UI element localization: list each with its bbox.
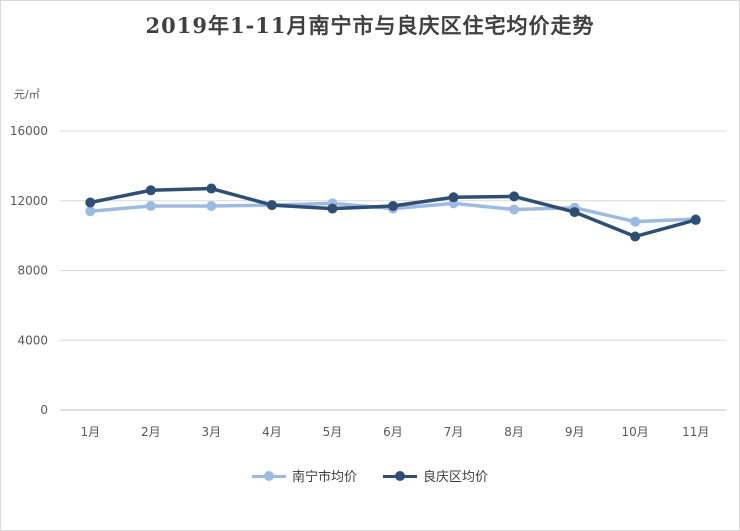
legend-label-liangqing: 良庆区均价 <box>423 470 489 485</box>
series-1 <box>85 183 701 242</box>
y-tick-label: 0 <box>40 403 48 417</box>
y-tick-label: 16000 <box>10 124 48 138</box>
y-tick-label: 4000 <box>17 333 48 347</box>
data-point <box>630 216 641 227</box>
legend-label-nanning: 南宁市均价 <box>291 470 357 485</box>
x-tick-label: 7月 <box>444 425 464 439</box>
legend: 南宁市均价 良庆区均价 <box>0 466 740 485</box>
x-tick-label: 5月 <box>323 425 343 439</box>
x-tick-label: 6月 <box>383 425 403 439</box>
data-point <box>266 200 277 211</box>
data-point <box>206 183 217 194</box>
legend-item-liangqing: 良庆区均价 <box>383 466 488 485</box>
data-point <box>145 185 156 196</box>
x-tick-label: 1月 <box>80 425 100 439</box>
y-tick-label: 12000 <box>10 194 48 208</box>
x-tick-label: 3月 <box>202 425 222 439</box>
data-point <box>630 231 641 242</box>
y-axis-ticks: 0 4000 8000 12000 16000 <box>10 124 48 417</box>
gridlines <box>60 130 726 411</box>
y-tick-label: 8000 <box>17 264 48 278</box>
y-axis-unit-label: 元/㎡ <box>14 88 40 101</box>
data-point <box>85 197 96 208</box>
x-axis-ticks: 1月 2月 3月 4月 5月 6月 7月 8月 9月 10月 11月 <box>80 425 709 439</box>
x-tick-label: 11月 <box>682 425 709 439</box>
x-tick-label: 8月 <box>504 425 524 439</box>
x-tick-label: 2月 <box>141 425 161 439</box>
data-point <box>85 206 96 217</box>
data-point <box>509 191 520 202</box>
data-point <box>206 200 217 211</box>
data-point <box>690 214 701 225</box>
legend-item-nanning: 南宁市均价 <box>251 466 357 485</box>
data-point <box>388 200 398 211</box>
x-tick-label: 9月 <box>565 425 585 439</box>
data-point <box>448 192 459 203</box>
data-point <box>145 200 156 211</box>
data-point <box>509 204 520 215</box>
x-tick-label: 4月 <box>262 425 282 439</box>
data-point <box>569 207 580 218</box>
legend-swatch-liangqing <box>383 470 417 481</box>
legend-swatch-nanning <box>251 470 286 481</box>
data-point <box>327 203 338 214</box>
series-group <box>85 183 701 242</box>
x-tick-label: 10月 <box>622 425 649 439</box>
chart-title: 2019年1-11月南宁市与良庆区住宅均价走势 <box>145 13 595 38</box>
